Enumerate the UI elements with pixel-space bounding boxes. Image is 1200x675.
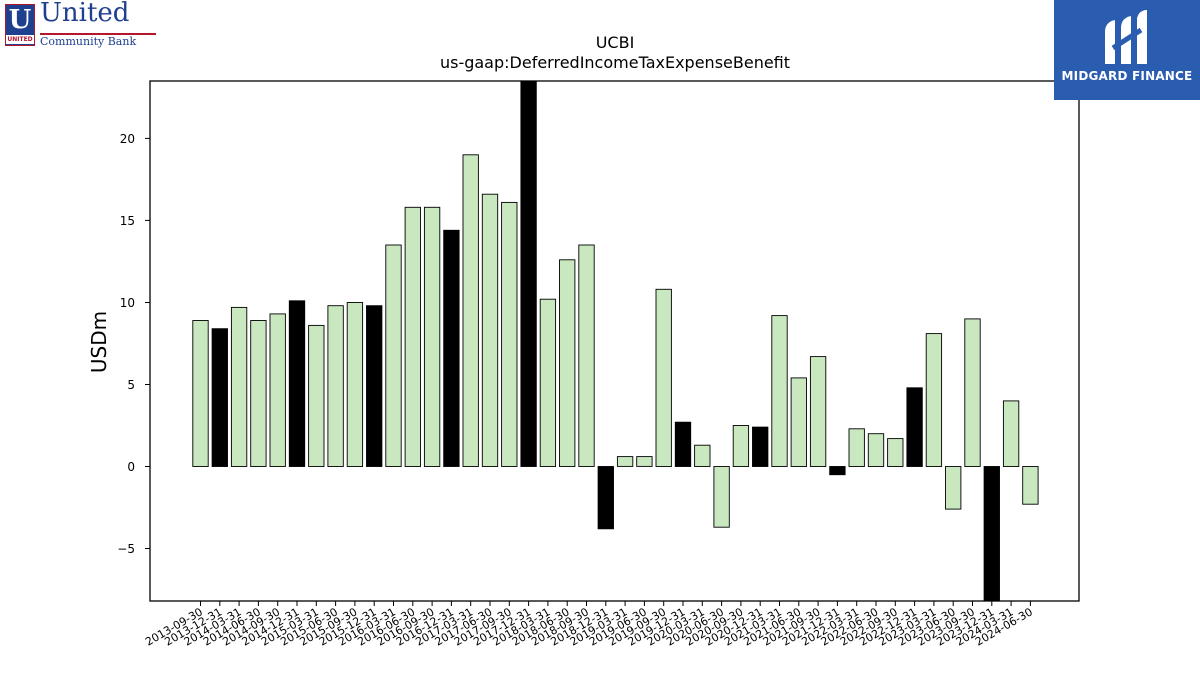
midgard-mark-icon bbox=[1105, 10, 1147, 64]
bar-2015-12-31 bbox=[366, 305, 383, 467]
bar-2019-03-31 bbox=[616, 456, 634, 467]
plot-frame bbox=[149, 80, 1080, 602]
bar-2024-03-31 bbox=[1002, 400, 1020, 467]
bar-2018-03-31 bbox=[539, 298, 557, 467]
bar-2017-12-31 bbox=[520, 81, 537, 467]
bar-2014-09-30 bbox=[269, 313, 286, 467]
bar-2015-03-31 bbox=[308, 324, 325, 467]
y-tick-label: −5 bbox=[117, 542, 135, 556]
bar-2016-09-30 bbox=[423, 206, 441, 467]
bars-group bbox=[192, 81, 1039, 601]
bar-2017-03-31 bbox=[462, 154, 479, 467]
bar-2017-09-30 bbox=[501, 201, 518, 467]
y-ticks-group: −5 0 5 10 15 20 bbox=[117, 132, 150, 556]
bar-2014-06-30 bbox=[250, 320, 267, 467]
bar-2023-12-31 bbox=[983, 466, 1000, 601]
bar-2018-06-30 bbox=[559, 259, 576, 467]
bar-2020-03-31 bbox=[694, 444, 711, 467]
bar-2021-09-30 bbox=[809, 356, 827, 467]
bar-2023-03-31 bbox=[925, 333, 943, 467]
bar-2014-03-31 bbox=[230, 306, 248, 467]
bar-2018-09-30 bbox=[578, 244, 595, 467]
bar-2020-12-31 bbox=[752, 426, 769, 467]
chart-subtitle: us-gaap:DeferredIncomeTaxExpenseBenefit bbox=[440, 53, 790, 72]
y-tick-label: 5 bbox=[127, 378, 135, 392]
united-logo-rule bbox=[40, 33, 156, 35]
bar-2022-06-30 bbox=[867, 433, 885, 467]
y-axis-label: USDm bbox=[87, 311, 111, 373]
x-ticks-group: 2013-09-302013-12-312014-03-312014-06-30… bbox=[143, 601, 1035, 649]
midgard-finance-logo: MIDGARD FINANCE bbox=[1054, 0, 1200, 100]
bar-2022-03-31 bbox=[848, 428, 865, 467]
united-u-tag: UNITED bbox=[6, 35, 34, 44]
bar-2023-06-30 bbox=[945, 466, 962, 510]
bar-2019-12-31 bbox=[674, 421, 692, 467]
bar-2013-09-30 bbox=[192, 320, 209, 467]
bar-2016-03-31 bbox=[385, 244, 402, 467]
y-tick-label: 10 bbox=[120, 296, 135, 310]
bar-2018-12-31 bbox=[597, 466, 614, 530]
bar-2023-09-30 bbox=[964, 318, 981, 467]
united-u-letter: U bbox=[8, 5, 32, 35]
united-community-bank-logo: U UNITED United Community Bank bbox=[5, 0, 165, 48]
bar-2022-12-31 bbox=[906, 387, 923, 467]
bar-2019-06-30 bbox=[636, 456, 653, 467]
y-tick-label: 0 bbox=[127, 460, 135, 474]
bar-2021-06-30 bbox=[790, 377, 807, 467]
united-logo-name: United bbox=[40, 0, 130, 28]
y-tick-label: 20 bbox=[120, 132, 135, 146]
bar-2014-12-31 bbox=[288, 300, 306, 467]
y-tick-label: 15 bbox=[120, 214, 135, 228]
chart-title: UCBI bbox=[596, 33, 635, 52]
bar-2016-06-30 bbox=[404, 206, 421, 467]
bar-2022-09-30 bbox=[887, 438, 904, 467]
bar-2020-09-30 bbox=[732, 425, 750, 467]
united-u-emblem: U UNITED bbox=[5, 4, 35, 46]
bar-2019-09-30 bbox=[655, 288, 672, 467]
bar-2021-03-31 bbox=[771, 315, 788, 467]
bar-2021-12-31 bbox=[829, 466, 846, 476]
bar-2013-12-31 bbox=[211, 328, 228, 467]
midgard-logo-text: MIDGARD FINANCE bbox=[1061, 69, 1193, 83]
bar-2015-09-30 bbox=[346, 302, 364, 467]
bar-2017-06-30 bbox=[481, 193, 499, 467]
bar-2020-06-30 bbox=[713, 466, 730, 528]
bar-2024-06-30 bbox=[1022, 466, 1039, 505]
bar-2015-06-30 bbox=[327, 305, 344, 467]
bar-2016-12-31 bbox=[443, 229, 460, 467]
united-logo-subname: Community Bank bbox=[40, 35, 137, 48]
